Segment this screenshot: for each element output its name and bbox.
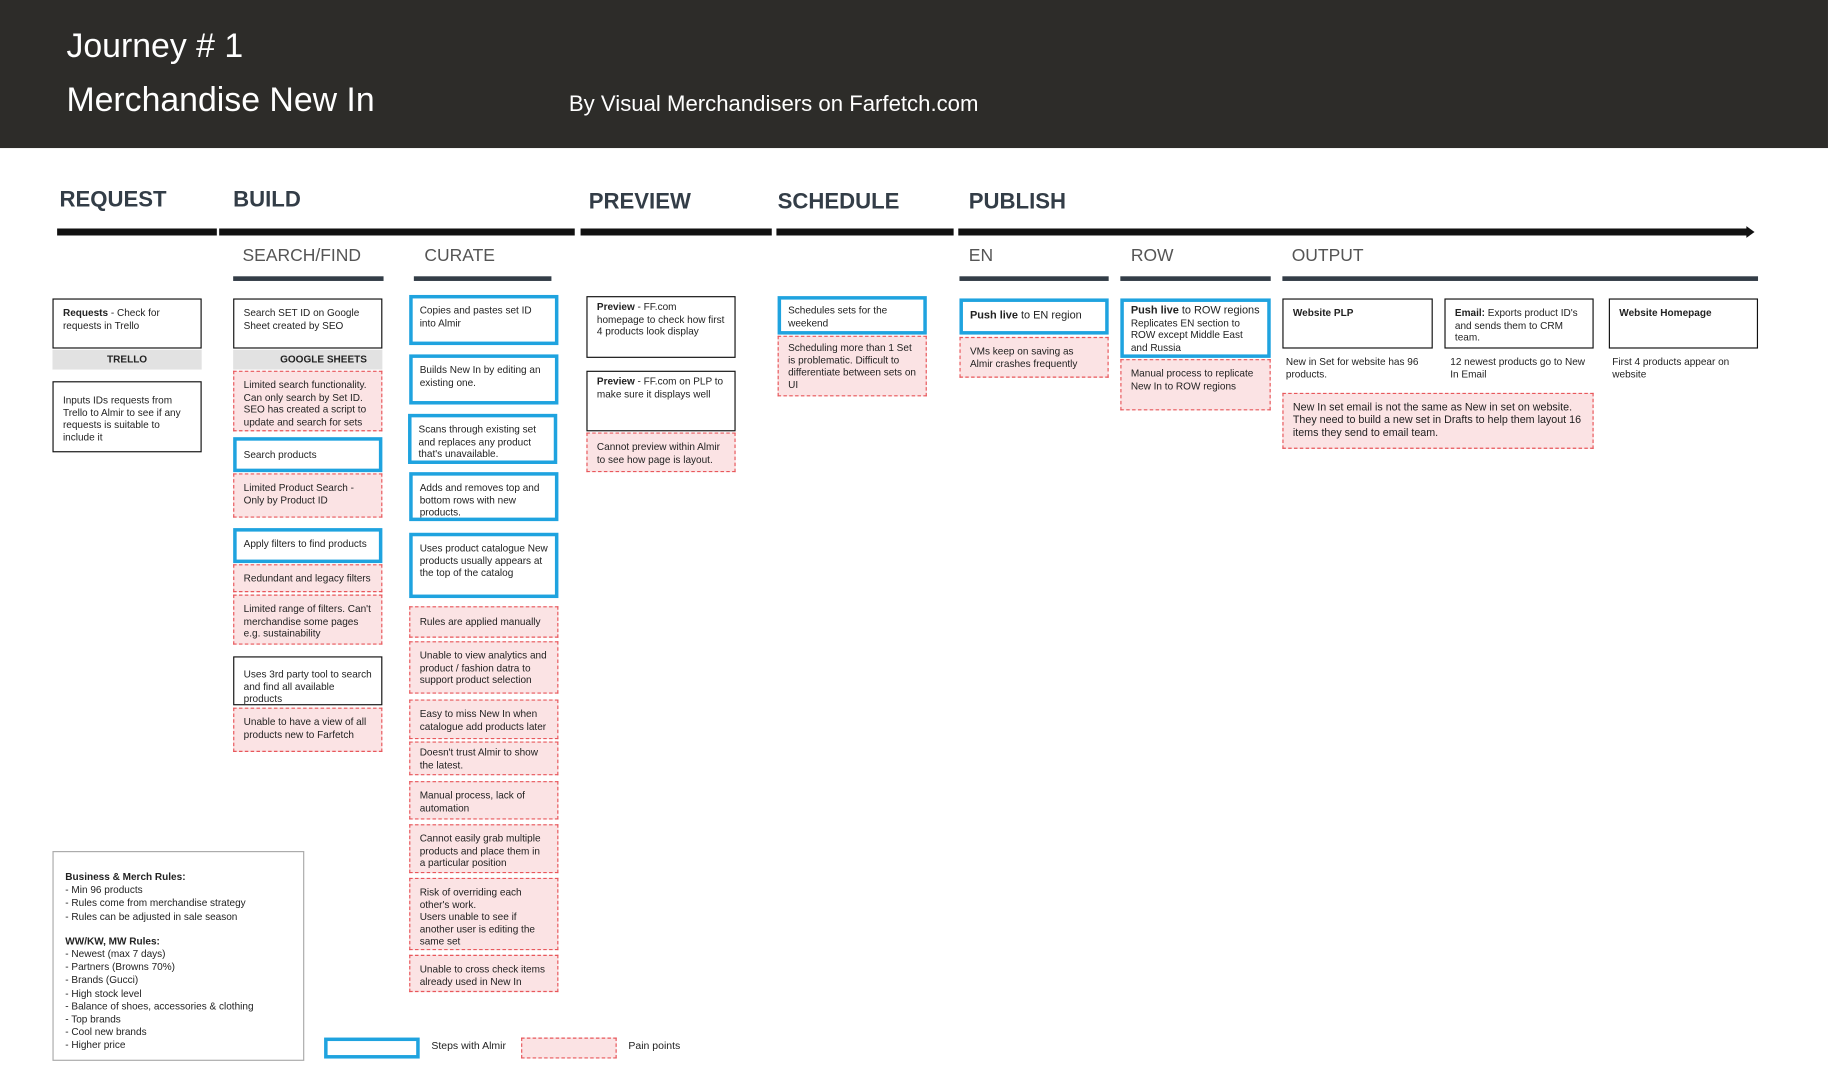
rules-box: Business & Merch Rules: - Min 96 product… [52,851,305,1061]
subphase-line [233,276,384,281]
pain-point: Limited range of filters. Can't merchand… [233,594,383,645]
pain-point: Scheduling more than 1 Set is problemati… [777,335,927,397]
subphase-line [1120,276,1271,281]
tool-label: TRELLO [52,349,202,370]
almir-step: Search products [233,437,383,473]
pain-point: Redundant and legacy filters [233,564,383,593]
pain-point: Unable to cross check items already used… [409,954,559,993]
pain-point: Unable to have a view of all products ne… [233,707,383,752]
step-text: - FF.com homepage to check how first 4 p… [596,300,725,337]
almir-step: Adds and removes top and bottom rows wit… [409,472,559,522]
step-text: Exports product ID's and sends them to C… [1454,306,1578,343]
almir-step: Builds New In by editing an existing one… [409,354,559,405]
pain-point: Manual process to replicate New In to RO… [1120,359,1271,411]
pain-point: Limited search functionality. Can only s… [233,370,383,432]
arrow-head-icon [1746,226,1755,238]
subphase-search: SEARCH/FIND [242,245,362,266]
phase-bar-build [219,228,575,236]
rule-item: - Top brands [65,1013,121,1025]
legend-label-pain: Pain points [628,1039,681,1052]
output-note: 12 newest products go to New In Email [1450,355,1586,381]
almir-step: Uses product catalogue New products usua… [409,532,559,599]
journey-number: Journey # 1 [66,27,244,66]
phase-build: BUILD [233,187,301,213]
pain-point: Cannot easily grab multiple products and… [409,824,559,874]
rules-heading: WW/KW, MW Rules: [65,934,160,947]
pain-point: Rules are applied manually [409,606,559,638]
output-card-homepage: Website Homepage [1608,298,1759,349]
rule-item: - Higher price [65,1039,126,1051]
phase-schedule: SCHEDULE [777,190,900,215]
page-title: Merchandise New In [66,81,375,119]
rule-item: - Min 96 products [65,883,143,896]
phase-request: REQUEST [59,187,167,213]
rule-item: - Rules come from merchandise strategy [65,896,246,909]
header-band: Journey # 1 Merchandise New In By Visual… [0,0,1828,149]
step-card: Preview - FF.com on PLP to make sure it … [586,370,736,432]
step-card: Search SET ID on Google Sheet created by… [233,298,383,349]
rule-item: - Rules can be adjusted in sale season [65,910,238,922]
step-detail: Replicates EN section to ROW except Midd… [1130,316,1243,353]
output-note: First 4 products appear on website [1612,355,1730,381]
rule-item: - Newest (max 7 days) [65,947,166,960]
rules-heading: Business & Merch Rules: [65,870,186,883]
output-card-email: Email: Exports product ID's and sends th… [1444,298,1594,349]
pain-point: VMs keep on saving as Almir crashes freq… [959,336,1109,378]
phase-bar-publish [958,228,1748,236]
subphase-line [413,276,552,281]
step-bold: Email: [1454,306,1485,319]
phase-publish: PUBLISH [968,190,1067,215]
rule-item: - Cool new brands [65,1026,147,1038]
output-card-plp: Website PLP [1282,298,1433,349]
step-text: to EN region [1017,307,1082,321]
phase-bar-schedule [776,228,954,236]
almir-step: Push live to EN region [959,298,1109,335]
rule-item: - High stock level [65,986,142,999]
pain-point: Manual process, lack of automation [409,781,559,820]
step-bold: Requests [62,306,109,319]
output-note: New in Set for website has 96 products. [1285,355,1419,381]
step-card: Uses 3rd party tool to search and find a… [233,656,383,706]
pain-point: Limited Product Search - Only by Product… [233,473,383,518]
almir-step: Scans through existing set and replaces … [408,413,558,464]
subphase-line [959,276,1109,281]
pain-point: Risk of overriding each other's work. Us… [409,877,559,951]
step-card: Inputs IDs requests from Trello to Almir… [52,381,202,453]
rule-item: - Brands (Gucci) [65,973,139,986]
step-bold: Preview [596,375,635,388]
pain-point: Easy to miss New In when catalogue add p… [409,699,559,740]
tool-label: GOOGLE SHEETS [233,349,383,370]
subphase-output: OUTPUT [1291,245,1364,266]
almir-step: Push live to ROW regions Replicates EN se… [1120,298,1271,358]
phase-preview: PREVIEW [588,190,691,215]
almir-step: Copies and pastes set ID into Almir [409,294,559,346]
pain-point: Unable to view analytics and product / f… [409,641,559,694]
subphase-line [1282,276,1759,281]
phase-bar-request [57,228,217,236]
legend-swatch-almir [324,1037,420,1059]
legend-swatch-pain [521,1037,617,1059]
subphase-curate: CURATE [424,245,495,266]
rule-item: - Balance of shoes, accessories & clothi… [65,1000,254,1012]
legend-label-almir: Steps with Almir [431,1039,506,1052]
step-text: - Check for requests in Trello [62,306,160,331]
step-text: to ROW regions [1178,303,1260,316]
almir-step: Apply filters to find products [233,528,383,564]
step-text: - FF.com on PLP to make sure it displays… [596,375,724,400]
subphase-en: EN [968,245,994,266]
step-card: Requests - Check for requests in Trello [52,298,202,349]
step-card: Preview - FF.com homepage to check how f… [586,296,736,358]
phase-bar-preview [580,228,772,236]
rule-item: - Partners (Browns 70%) [65,960,175,973]
step-bold: Push live [1130,303,1179,316]
byline: By Visual Merchandisers on Farfetch.com [568,92,979,117]
step-bold: Push live [969,307,1018,321]
pain-point: New In set email is not the same as New … [1282,392,1594,449]
pain-point: Cannot preview within Almir to see how p… [586,432,736,473]
step-bold: Preview [596,300,635,313]
almir-step: Schedules sets for the weekend [777,296,927,335]
subphase-row: ROW [1130,245,1174,266]
pain-point: Doesn't trust Almir to show the latest. [409,741,559,776]
